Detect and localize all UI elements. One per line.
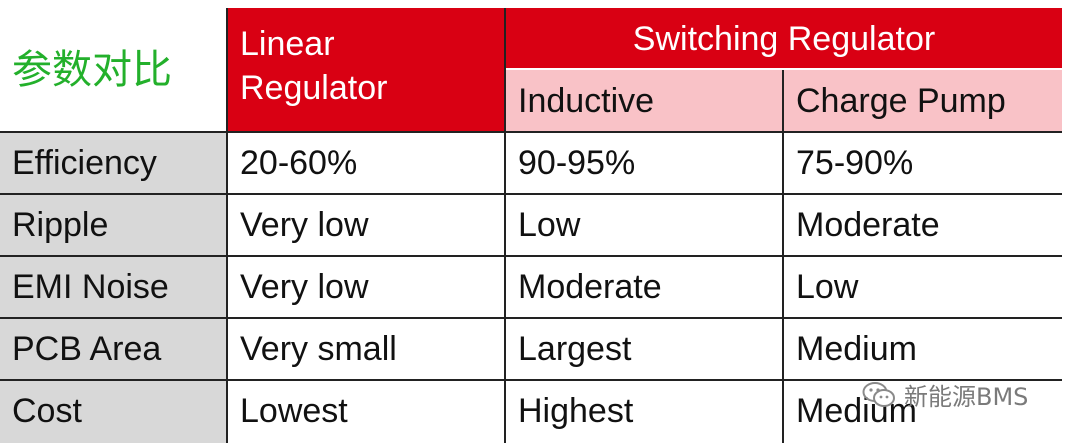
divider xyxy=(506,68,1062,70)
divider xyxy=(0,255,1062,257)
cell-linear: Very low xyxy=(240,205,369,244)
corner-title: 参数对比 xyxy=(12,48,172,92)
cell-charge-pump: 75-90% xyxy=(796,143,914,182)
row-label: Cost xyxy=(0,380,228,443)
cell-inductive: 90-95% xyxy=(518,143,636,182)
cell-linear: Very small xyxy=(240,329,397,368)
cell-linear: 20-60% xyxy=(240,143,358,182)
cell-linear: Very low xyxy=(240,267,369,306)
header-charge-pump: Charge Pump xyxy=(784,70,1062,132)
divider xyxy=(226,8,228,443)
watermark: 新能源BMS xyxy=(862,377,1028,412)
header-linear-regulator: Linear Regulator xyxy=(228,8,506,132)
divider xyxy=(0,379,1062,381)
cell-inductive: Highest xyxy=(518,392,634,430)
cell-linear: Lowest xyxy=(240,392,348,430)
wechat-icon xyxy=(862,381,895,407)
header-inductive: Inductive xyxy=(506,70,784,132)
row-label: PCB Area xyxy=(0,318,228,380)
cell-inductive: Moderate xyxy=(518,267,662,306)
cell-charge-pump: Low xyxy=(796,267,859,306)
divider xyxy=(0,131,1062,133)
cell-inductive: Low xyxy=(518,205,581,244)
row-label: Efficiency xyxy=(0,132,228,194)
row-label: Ripple xyxy=(0,194,228,256)
row-label: EMI Noise xyxy=(0,256,228,318)
watermark-text: 新能源BMS xyxy=(904,383,1029,411)
cell-inductive: Largest xyxy=(518,329,632,368)
divider xyxy=(504,8,506,443)
cell-charge-pump: Medium xyxy=(796,329,917,368)
header-switching-regulator: Switching Regulator xyxy=(506,8,1062,70)
divider xyxy=(0,193,1062,195)
cell-charge-pump: Medium xyxy=(796,392,917,430)
divider xyxy=(0,317,1062,319)
cell-charge-pump: Moderate xyxy=(796,205,940,244)
